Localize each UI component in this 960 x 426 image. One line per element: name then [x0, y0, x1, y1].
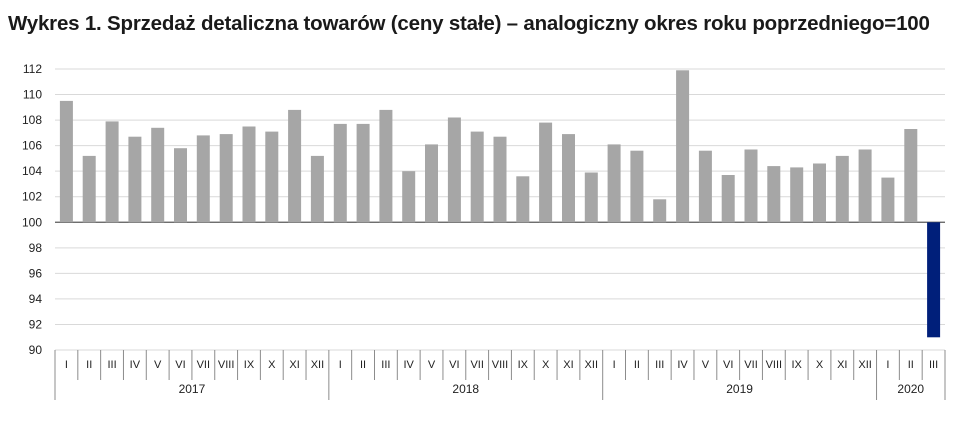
x-axis: I II III IV V VI VII VIII IX X XI XII I II III IV V VI VII… — [54, 350, 946, 400]
x-tick-label: IV — [404, 359, 415, 371]
bar-35 — [835, 155, 849, 223]
x-tick-label: XI — [563, 359, 573, 371]
x-tick-label: IV — [677, 359, 688, 371]
x-tick-label: II — [908, 359, 914, 371]
x-tick-label: V — [702, 359, 710, 371]
bar-17 — [425, 144, 438, 223]
x-tick-label: XI — [837, 359, 847, 371]
y-tick-label: 90 — [29, 343, 43, 357]
x-tick-label: III — [381, 359, 390, 371]
bar-33 — [790, 167, 804, 223]
year-label: 2018 — [452, 382, 479, 396]
bar-12 — [310, 155, 324, 223]
chart-title: Wykres 1. Sprzedaż detaliczna towarów (c… — [8, 12, 930, 35]
bar-23 — [562, 134, 575, 223]
bar-19 — [470, 131, 484, 223]
x-tick-label: II — [634, 359, 640, 371]
bar-38 — [904, 129, 918, 223]
x-tick-label: I — [65, 359, 68, 371]
bars — [59, 70, 941, 338]
y-tick-label: 100 — [22, 215, 42, 229]
bar-31 — [744, 149, 758, 223]
bar-30 — [721, 175, 735, 223]
x-tick-label: VIII — [492, 359, 509, 371]
x-tick-label: IX — [791, 359, 802, 371]
bar-14 — [356, 123, 370, 223]
year-label: 2017 — [179, 382, 206, 396]
bar-7 — [196, 135, 210, 223]
bar-2 — [82, 155, 96, 223]
y-tick-label: 96 — [29, 266, 43, 280]
y-tick-label: 94 — [29, 292, 43, 306]
x-tick-label: IX — [518, 359, 529, 371]
y-tick-label: 98 — [29, 241, 43, 255]
bar-32 — [767, 166, 781, 223]
x-tick-label: XII — [858, 359, 871, 371]
y-axis: 90 92 94 96 98 100 102 104 106 108 110 112 — [22, 62, 42, 357]
bar-39 — [927, 222, 941, 338]
bar-26 — [630, 150, 644, 223]
x-tick-label: VII — [744, 359, 757, 371]
bar-22 — [539, 122, 553, 223]
bar-16 — [402, 171, 416, 223]
year-label: 2020 — [897, 382, 924, 396]
bar-5 — [151, 127, 165, 223]
x-tick-label: V — [154, 359, 162, 371]
y-tick-label: 106 — [22, 139, 42, 153]
y-tick-label: 102 — [22, 190, 42, 204]
x-tick-label: III — [107, 359, 116, 371]
x-tick-label: II — [360, 359, 366, 371]
x-tick-label: X — [268, 359, 276, 371]
x-tick-label: I — [886, 359, 889, 371]
bar-18 — [447, 117, 461, 223]
x-tick-label: IV — [130, 359, 141, 371]
x-tick-label: IX — [244, 359, 255, 371]
x-tick-label: III — [929, 359, 938, 371]
year-label: 2019 — [726, 382, 753, 396]
x-tick-label: V — [428, 359, 436, 371]
bar-1 — [59, 100, 73, 223]
x-tick-label: VIII — [766, 359, 783, 371]
x-tick-label: VIII — [218, 359, 235, 371]
x-tick-label: I — [339, 359, 342, 371]
bar-4 — [128, 136, 142, 223]
bar-13 — [333, 123, 347, 223]
bar-15 — [379, 109, 393, 223]
x-tick-label: X — [816, 359, 824, 371]
bar-3 — [105, 121, 119, 223]
bar-25 — [607, 144, 621, 223]
y-tick-label: 110 — [23, 88, 42, 102]
bar-9 — [242, 126, 256, 223]
x-tick-label: III — [655, 359, 664, 371]
x-tick-label: XII — [585, 359, 598, 371]
bar-27 — [653, 199, 667, 223]
x-tick-label: XII — [311, 359, 324, 371]
x-tick-label: I — [613, 359, 616, 371]
bar-11 — [288, 109, 302, 223]
bar-6 — [174, 148, 187, 223]
y-tick-label: 104 — [22, 164, 42, 178]
bar-24 — [584, 172, 598, 223]
y-tick-label: 92 — [29, 317, 43, 331]
bar-8 — [219, 134, 233, 223]
bar-20 — [493, 136, 507, 223]
x-tick-label: II — [86, 359, 92, 371]
bar-10 — [265, 131, 279, 223]
y-tick-label: 112 — [23, 62, 42, 76]
bar-34 — [813, 163, 826, 223]
x-tick-label: VI — [175, 359, 185, 371]
bar-28 — [676, 70, 690, 223]
bar-37 — [881, 177, 895, 223]
bar-21 — [516, 176, 530, 223]
bar-36 — [858, 149, 872, 223]
x-tick-label: X — [542, 359, 550, 371]
x-tick-label: VII — [197, 359, 210, 371]
x-tick-label: XI — [289, 359, 299, 371]
bar-29 — [698, 150, 712, 223]
x-tick-label: VI — [723, 359, 733, 371]
x-tick-label: VII — [470, 359, 483, 371]
y-tick-label: 108 — [22, 113, 42, 127]
x-tick-label: VI — [449, 359, 459, 371]
